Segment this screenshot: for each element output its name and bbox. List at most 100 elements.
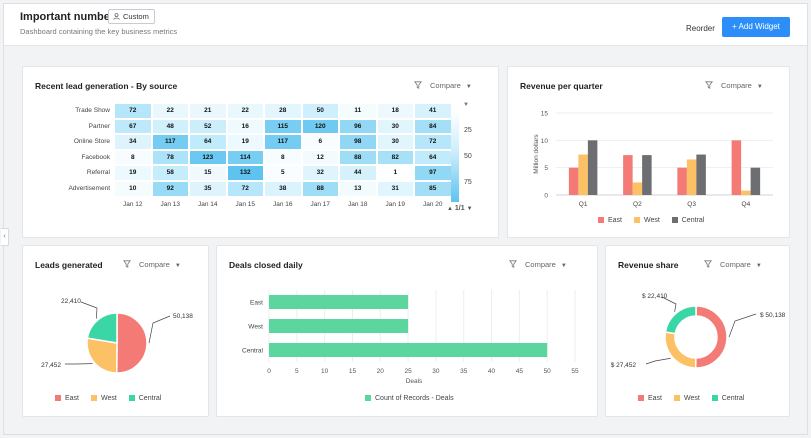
pager[interactable]: ▲ 1/1 ▼ <box>447 205 473 212</box>
heatmap-cell[interactable]: 22 <box>151 103 189 119</box>
reorder-link[interactable]: Reorder <box>686 24 715 33</box>
filter-icon <box>414 81 422 89</box>
heatmap-cell[interactable]: 64 <box>414 149 452 166</box>
heatmap-cell[interactable]: 96 <box>339 118 377 135</box>
bar-west[interactable] <box>578 154 588 195</box>
heatmap-cell[interactable]: 16 <box>226 118 264 135</box>
color-scale <box>451 110 459 202</box>
custom-button[interactable]: Custom <box>108 9 155 24</box>
heatmap-cell[interactable]: 31 <box>376 181 414 197</box>
heatmap-cell[interactable]: 117 <box>151 134 189 150</box>
heatmap-cell[interactable]: 22 <box>226 103 264 119</box>
heatmap-cell[interactable]: 72 <box>226 181 264 197</box>
add-widget-button[interactable]: + Add Widget <box>722 17 790 37</box>
pager-prev-icon[interactable]: ▲ <box>447 206 453 212</box>
heatmap-cell[interactable]: 52 <box>189 118 227 135</box>
heatmap-cell[interactable]: 11 <box>339 103 377 119</box>
heatmap-cell[interactable]: 132 <box>226 165 264 181</box>
heatmap-cell[interactable]: 84 <box>414 118 452 135</box>
heatmap-cell[interactable]: 88 <box>339 149 377 166</box>
bar-east[interactable] <box>269 295 409 309</box>
heatmap-cell[interactable]: 78 <box>151 149 189 166</box>
heatmap-row-label: Referral <box>86 169 110 177</box>
heatmap-cell[interactable]: 10 <box>114 181 152 197</box>
slice-west[interactable] <box>664 331 697 369</box>
bar-east[interactable] <box>677 167 687 195</box>
heatmap-col-label: Jan 16 <box>272 200 293 208</box>
heatmap-cell[interactable]: 6 <box>301 134 339 150</box>
bar-west[interactable] <box>686 159 697 195</box>
bar-central[interactable] <box>696 154 706 195</box>
y-tick-label: 0 <box>544 193 548 200</box>
heatmap-cell[interactable]: 92 <box>151 181 189 197</box>
heatmap-cell[interactable]: 98 <box>339 134 377 150</box>
bar-west[interactable] <box>741 190 751 195</box>
slice-east[interactable] <box>694 305 728 369</box>
deals-closed-card: Deals closed daily Compare ▼ 0 5 10 15 20 25 30… <box>216 245 598 417</box>
heatmap-cell[interactable]: 28 <box>264 103 302 119</box>
heatmap-cell[interactable]: 97 <box>414 165 452 181</box>
heatmap-cell[interactable]: 44 <box>339 165 377 181</box>
heatmap-cell[interactable]: 123 <box>189 149 227 166</box>
revenue-donut-chart: $ 50,138 $ 27,452 $ 22,410 <box>611 293 786 369</box>
bar-east[interactable] <box>731 140 742 195</box>
heatmap-cell[interactable]: 114 <box>226 149 264 166</box>
heatmap-cell[interactable]: 35 <box>189 181 227 197</box>
bar-central[interactable] <box>269 343 548 357</box>
bar-central[interactable] <box>750 167 761 195</box>
heatmap-cell[interactable]: 21 <box>189 103 227 119</box>
bar-west[interactable] <box>632 182 643 195</box>
heatmap-cell[interactable]: 72 <box>414 134 452 150</box>
heatmap-cell[interactable]: 85 <box>414 181 452 197</box>
pager-next-icon[interactable]: ▼ <box>466 206 473 212</box>
heatmap-cell[interactable]: 12 <box>301 149 339 166</box>
compare-control[interactable]: Compare ▼ <box>705 81 763 90</box>
slice-central[interactable] <box>86 312 118 344</box>
heatmap-cell[interactable]: 13 <box>339 181 377 197</box>
bar-east[interactable] <box>623 155 633 195</box>
heatmap-cell[interactable]: 50 <box>301 103 339 119</box>
heatmap-cell[interactable]: 30 <box>376 118 414 135</box>
slice-value-label: 27,452 <box>41 362 61 369</box>
heatmap-cell[interactable]: 120 <box>301 118 339 135</box>
heatmap-cell[interactable]: 38 <box>264 181 302 197</box>
heatmap-cell[interactable]: 64 <box>189 134 227 150</box>
heatmap-cell[interactable]: 82 <box>376 149 414 166</box>
heatmap-col-label: Jan 18 <box>347 200 368 208</box>
caret-down-icon: ▼ <box>755 263 762 269</box>
heatmap-cell[interactable]: 32 <box>301 165 339 181</box>
heatmap-cell[interactable]: 48 <box>151 118 189 135</box>
bar-central[interactable] <box>587 140 598 195</box>
slice-east[interactable] <box>115 312 148 374</box>
heatmap-cell[interactable]: 117 <box>264 134 302 150</box>
bar-east[interactable] <box>568 167 579 195</box>
heatmap-cell[interactable]: 1 <box>376 165 414 181</box>
slice-west[interactable] <box>86 337 118 374</box>
heatmap-cell[interactable]: 34 <box>114 134 152 150</box>
compare-control[interactable]: Compare ▼ <box>414 81 472 90</box>
heatmap-cell[interactable]: 19 <box>226 134 264 150</box>
compare-control[interactable]: Compare ▼ <box>123 260 181 269</box>
heatmap-cell[interactable]: 115 <box>264 118 302 135</box>
bar-central[interactable] <box>642 155 652 195</box>
compare-control[interactable]: Compare ▼ <box>509 260 567 269</box>
bar-west[interactable] <box>269 319 409 333</box>
heatmap-cell[interactable]: 8 <box>264 149 302 166</box>
heatmap-cell[interactable]: 30 <box>376 134 414 150</box>
compare-control[interactable]: Compare ▼ <box>704 260 762 269</box>
heatmap-cell[interactable]: 41 <box>414 103 452 119</box>
leader-line <box>661 296 677 312</box>
heatmap-cell[interactable]: 19 <box>114 165 152 181</box>
x-tick-label: 20 <box>377 368 385 375</box>
heatmap-cell[interactable]: 15 <box>189 165 227 181</box>
heatmap-cell[interactable]: 8 <box>114 149 152 166</box>
heatmap-cell[interactable]: 72 <box>114 103 152 119</box>
heatmap-cell[interactable]: 58 <box>151 165 189 181</box>
heatmap-cell[interactable]: 67 <box>114 118 152 135</box>
heatmap-cell[interactable]: 5 <box>264 165 302 181</box>
page-indicator: 1/1 <box>454 205 465 212</box>
collapse-tab[interactable]: ‹ <box>1 228 9 246</box>
slice-central[interactable] <box>664 305 697 335</box>
heatmap-cell[interactable]: 18 <box>376 103 414 119</box>
heatmap-cell[interactable]: 88 <box>301 181 339 197</box>
